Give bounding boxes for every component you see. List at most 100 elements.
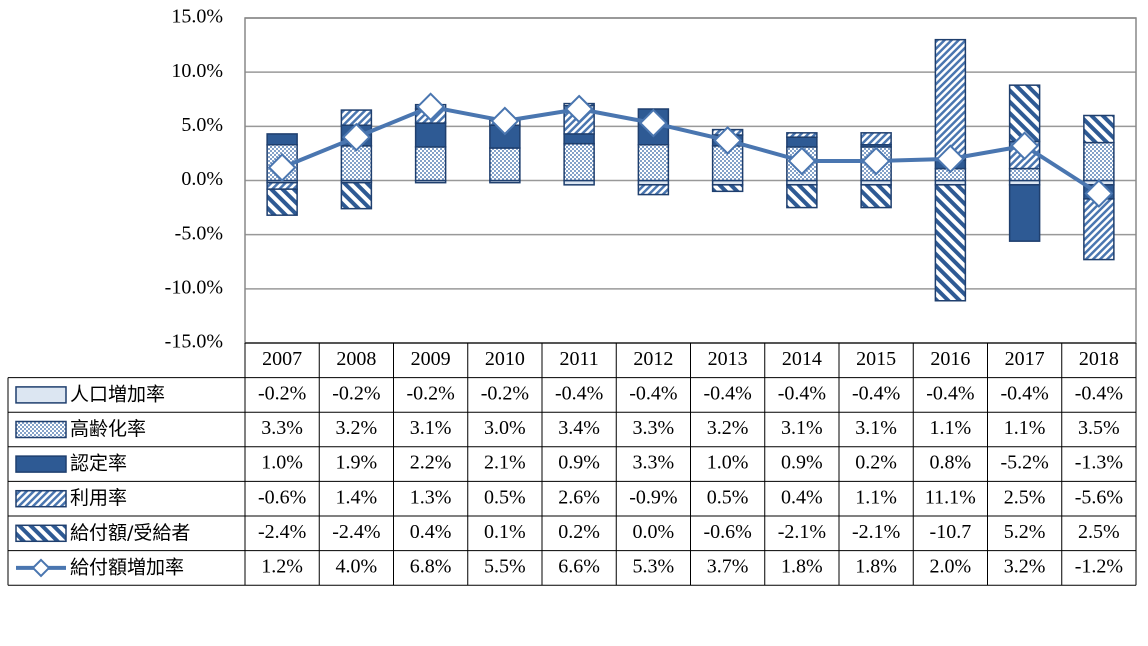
bar-segment xyxy=(563,142,595,182)
table-value: -0.4% xyxy=(852,382,900,404)
table-value: -0.2% xyxy=(406,382,454,404)
table-value: -0.4% xyxy=(629,382,677,404)
bar-segment xyxy=(1083,198,1115,261)
table-value: 3.7% xyxy=(707,555,749,577)
table-value: 3.3% xyxy=(633,452,675,474)
table-value: -0.4% xyxy=(778,382,826,404)
bar-segment xyxy=(637,144,670,182)
y-tick-label: -15.0% xyxy=(165,331,223,353)
x-tick-label: 2015 xyxy=(856,348,896,370)
bar-segment xyxy=(340,145,373,182)
table-value: 1.4% xyxy=(336,486,378,508)
table-value: 0.2% xyxy=(558,521,600,543)
table-value: 1.8% xyxy=(781,555,823,577)
table-value: 2.2% xyxy=(410,452,452,474)
table-value: 1.9% xyxy=(336,452,378,474)
legend-swatch xyxy=(15,386,67,404)
bar-segment xyxy=(934,38,967,161)
bar-segment xyxy=(414,146,447,182)
line-marker xyxy=(1010,131,1040,161)
y-tick-label: -5.0% xyxy=(175,222,223,244)
table-value: -0.4% xyxy=(926,382,974,404)
y-tick-label: -10.0% xyxy=(165,276,223,298)
bar-segment xyxy=(786,136,818,148)
table-value: -10.7 xyxy=(930,521,972,543)
line-marker xyxy=(1084,179,1114,208)
bar-segment xyxy=(340,181,373,210)
table-value: 3.2% xyxy=(1004,555,1046,577)
legend-marker xyxy=(31,558,51,578)
table-value: 3.1% xyxy=(781,417,823,439)
bar-segment xyxy=(934,184,967,302)
table-value: -1.2% xyxy=(1075,555,1123,577)
table-value: 11.1% xyxy=(925,486,976,508)
table-value: -1.3% xyxy=(1075,452,1123,474)
table-value: -0.2% xyxy=(332,382,380,404)
line-marker xyxy=(638,108,668,138)
legend-label: 認定率 xyxy=(70,453,127,475)
table-value: 3.5% xyxy=(1078,417,1120,439)
table-value: -5.6% xyxy=(1075,486,1123,508)
bar-segment xyxy=(711,184,744,193)
bar-segment xyxy=(860,184,892,209)
table-value: 5.2% xyxy=(1004,521,1046,543)
table-value: -5.2% xyxy=(1000,452,1048,474)
table-value: 2.1% xyxy=(484,452,526,474)
table-value: 3.3% xyxy=(633,417,675,439)
legend-label: 給付額増加率 xyxy=(70,556,184,578)
table-value: -0.2% xyxy=(481,382,529,404)
legend-swatch xyxy=(15,489,67,508)
x-tick-label: 2008 xyxy=(336,348,376,370)
table-value: 1.0% xyxy=(707,452,749,474)
bar-segment xyxy=(414,122,447,148)
line-marker xyxy=(416,92,446,122)
x-tick-label: 2012 xyxy=(633,348,673,370)
table-value: -0.4% xyxy=(703,382,751,404)
bar-segment xyxy=(563,133,595,145)
table-value: -0.2% xyxy=(258,382,306,404)
table-value: 1.2% xyxy=(261,555,303,577)
table-value: 3.1% xyxy=(410,417,452,439)
table-value: -2.1% xyxy=(778,521,826,543)
bar-segment xyxy=(1083,114,1115,144)
table-value: -0.9% xyxy=(629,486,677,508)
table-value: 0.2% xyxy=(855,452,897,474)
legend-swatch xyxy=(15,420,67,439)
line-marker xyxy=(267,153,297,182)
table-value: 0.1% xyxy=(484,521,526,543)
table-value: 3.3% xyxy=(261,417,303,439)
x-tick-label: 2014 xyxy=(782,348,822,370)
line-marker xyxy=(341,122,371,152)
table-value: 6.6% xyxy=(558,555,600,577)
legend-swatch xyxy=(15,524,67,543)
line-marker xyxy=(861,146,891,176)
table-value: 4.0% xyxy=(336,555,378,577)
table-value: 0.9% xyxy=(781,452,823,474)
x-tick-label: 2007 xyxy=(262,348,302,370)
table-value: -0.6% xyxy=(703,521,751,543)
table-value: 2.5% xyxy=(1078,521,1120,543)
table-value: -2.1% xyxy=(852,521,900,543)
y-tick-label: 10.0% xyxy=(171,60,223,82)
table-value: 2.0% xyxy=(930,555,972,577)
table-value: 0.8% xyxy=(930,452,972,474)
line-marker xyxy=(935,144,965,174)
bar-segment xyxy=(786,184,818,209)
table-value: 5.3% xyxy=(633,555,675,577)
line-marker xyxy=(713,126,743,155)
bar-segment xyxy=(1008,184,1041,242)
table-value: -0.6% xyxy=(258,486,306,508)
bar-segment xyxy=(266,181,298,190)
bar-segment xyxy=(489,147,521,182)
bar-segment xyxy=(786,132,818,138)
legend-label: 利用率 xyxy=(70,487,127,509)
table-value: 2.5% xyxy=(1004,486,1046,508)
table-value: -0.4% xyxy=(1075,382,1123,404)
bar-segment xyxy=(266,188,298,216)
x-tick-label: 2011 xyxy=(559,348,598,370)
line-marker xyxy=(490,106,520,136)
legend-label: 給付額/受給者 xyxy=(70,522,190,544)
line-marker xyxy=(564,94,594,124)
